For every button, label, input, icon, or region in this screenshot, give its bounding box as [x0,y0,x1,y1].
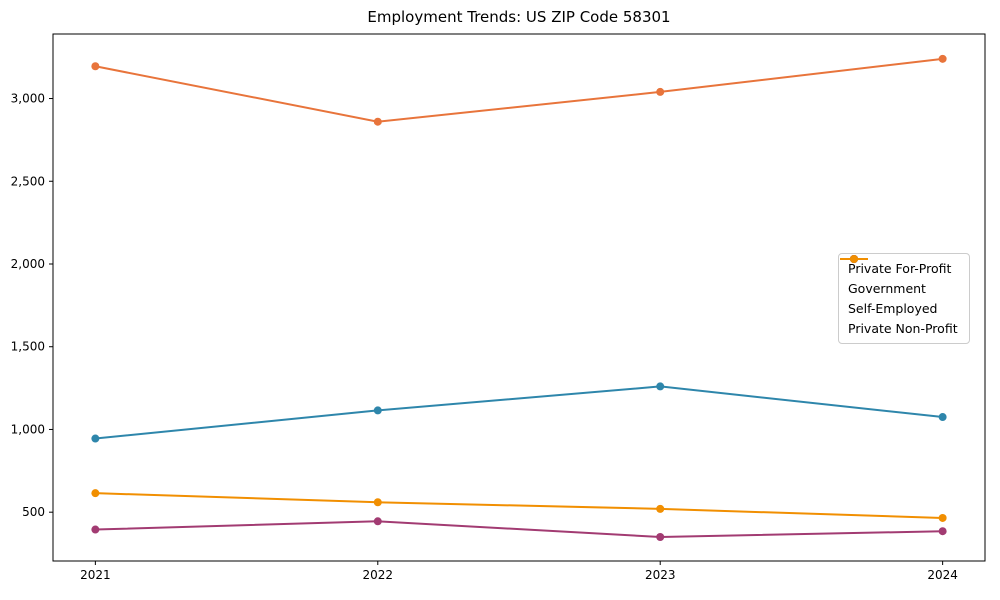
series-marker-private-for-profit [373,117,382,126]
series-marker-government [91,434,100,443]
legend-item-self-employed: Self-Employed [840,255,958,317]
series-marker-private-for-profit [938,54,947,63]
y-tick-label: 3,000 [11,92,45,106]
chart-title: Employment Trends: US ZIP Code 58301 [367,8,670,26]
y-tick-label: 500 [22,505,45,519]
series-marker-government [938,413,947,422]
series-marker-private-non-profit [938,513,947,522]
series-marker-private-non-profit [373,498,382,507]
series-marker-self-employed [91,525,100,534]
series-marker-private-for-profit [656,87,665,96]
x-tick-label: 2022 [363,568,394,582]
series-marker-self-employed [373,517,382,526]
series-marker-private-non-profit [91,489,100,498]
series-line-private-non-profit [95,492,943,519]
x-tick-label: 2021 [80,568,111,582]
series-marker-self-employed [938,527,947,536]
series-marker-government [373,406,382,415]
series-line-self-employed [95,520,943,539]
series-marker-self-employed [656,533,665,542]
legend-dot-icon [850,255,858,263]
plot-border [52,33,986,562]
series-marker-private-for-profit [91,62,100,71]
y-tick-label: 2,500 [11,174,45,188]
legend-label: Self-Employed [848,301,938,316]
series-line-government [95,385,943,440]
x-tick-label: 2024 [927,568,958,582]
x-tick-label: 2023 [645,568,676,582]
legend-item-private-non-profit: Private Non-Profit [840,255,958,337]
y-tick-label: 2,000 [11,257,45,271]
legend: Private For-Profit Government Self-Employe… [838,253,970,344]
legend-label: Private Non-Profit [848,321,958,336]
y-tick-label: 1,000 [11,422,45,436]
series-line-private-for-profit [95,57,943,123]
legend-item-government: Government [840,255,958,297]
legend-label: Government [848,281,926,296]
legend-marker-icon [840,255,868,263]
series-marker-private-non-profit [656,504,665,513]
legend-label: Private For-Profit [848,261,952,276]
series-marker-government [656,382,665,391]
y-tick-label: 1,500 [11,340,45,354]
